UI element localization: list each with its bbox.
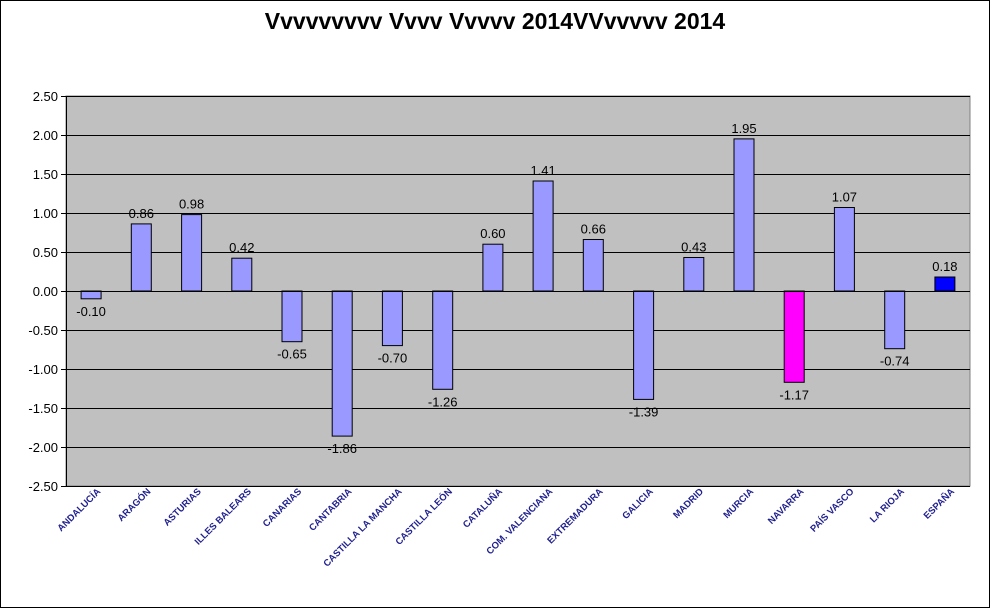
y-tick-label: 0.50 bbox=[33, 245, 58, 260]
data-label: 0.18 bbox=[932, 259, 957, 274]
category-label: ANDALUCÍA bbox=[56, 486, 104, 534]
bar bbox=[432, 290, 454, 390]
data-label: -1.26 bbox=[428, 394, 458, 409]
bar bbox=[733, 138, 755, 292]
y-tick-label: -1.00 bbox=[28, 362, 58, 377]
category-label: MURCIA bbox=[721, 486, 756, 521]
data-label: 0.66 bbox=[581, 222, 606, 237]
data-label: 0.98 bbox=[179, 197, 204, 212]
bar bbox=[582, 239, 604, 292]
data-label: -1.39 bbox=[629, 404, 659, 419]
bar bbox=[80, 290, 102, 300]
category-label: EXTREMADURA bbox=[545, 486, 605, 546]
category-label: ARAGÓN bbox=[115, 486, 153, 524]
category-label: LA RIOJA bbox=[868, 486, 907, 525]
category-label: ESPAÑA bbox=[922, 486, 957, 521]
y-tick-label: 0.00 bbox=[33, 284, 58, 299]
data-label: 0.86 bbox=[129, 206, 154, 221]
bar bbox=[884, 290, 906, 350]
data-label: 0.43 bbox=[681, 240, 706, 255]
category-label: MADRID bbox=[671, 486, 706, 521]
y-tick-label: -2.00 bbox=[28, 440, 58, 455]
y-tick-label: -2.50 bbox=[28, 479, 58, 494]
y-tick-label: 1.50 bbox=[33, 167, 58, 182]
bar bbox=[130, 223, 152, 292]
data-label: 0.60 bbox=[480, 226, 505, 241]
y-tick-label: -1.50 bbox=[28, 401, 58, 416]
category-label: NAVARRA bbox=[766, 486, 806, 526]
category-label: ASTURIAS bbox=[162, 486, 204, 528]
bar bbox=[281, 290, 303, 343]
bar bbox=[482, 243, 504, 292]
bar bbox=[683, 257, 705, 292]
data-label: 1.95 bbox=[731, 121, 756, 136]
y-tick-label: 2.50 bbox=[33, 89, 58, 104]
data-label: -1.17 bbox=[779, 387, 809, 402]
bar bbox=[633, 290, 655, 400]
bar bbox=[783, 290, 805, 383]
bar bbox=[231, 257, 253, 292]
y-tick-label: 1.00 bbox=[33, 206, 58, 221]
category-label: CATALUÑA bbox=[461, 486, 505, 530]
data-label: 1.41 bbox=[530, 163, 555, 178]
bar bbox=[331, 290, 353, 437]
bar bbox=[934, 276, 956, 292]
data-label: -0.70 bbox=[378, 351, 408, 366]
bar bbox=[833, 207, 855, 292]
data-label: -1.86 bbox=[327, 441, 357, 456]
category-label: CANARIAS bbox=[261, 486, 304, 529]
category-label: PAÍS VASCO bbox=[808, 486, 856, 534]
bar bbox=[181, 214, 203, 292]
data-label: -0.74 bbox=[880, 354, 910, 369]
bar bbox=[532, 180, 554, 292]
data-label: -0.65 bbox=[277, 347, 307, 362]
category-label: GALICIA bbox=[620, 486, 655, 521]
bar bbox=[381, 290, 403, 347]
chart-title: Vvvvvvvvv Vvvv Vvvvv 2014VVvvvvv 2014 bbox=[264, 8, 726, 34]
data-label: -0.10 bbox=[76, 304, 106, 319]
y-tick-label: -0.50 bbox=[28, 323, 58, 338]
category-label: CANTABRIA bbox=[307, 486, 354, 533]
data-label: 0.42 bbox=[229, 240, 254, 255]
y-tick-label: 2.00 bbox=[33, 128, 58, 143]
data-label: 1.07 bbox=[832, 190, 857, 205]
